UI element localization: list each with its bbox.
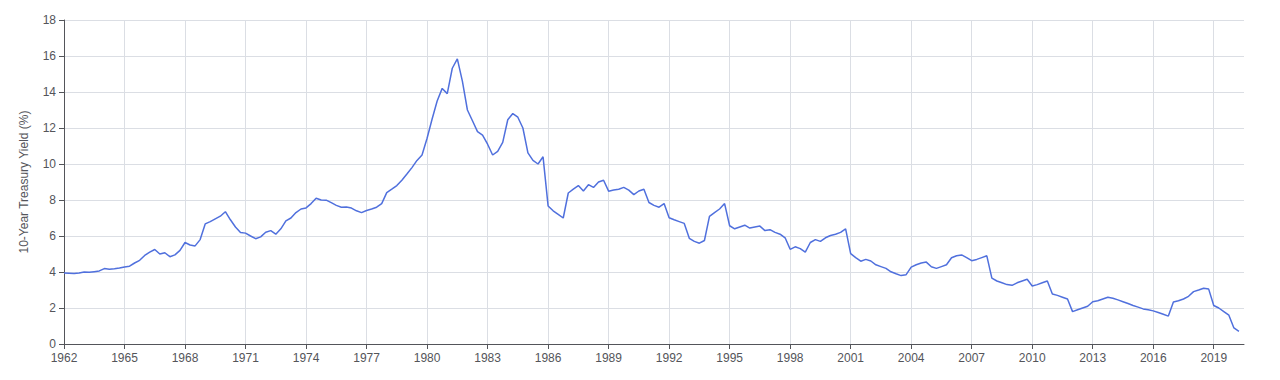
svg-text:1974: 1974 <box>293 351 320 365</box>
svg-text:1968: 1968 <box>172 351 199 365</box>
svg-text:2010: 2010 <box>1019 351 1046 365</box>
svg-text:1962: 1962 <box>51 351 78 365</box>
svg-text:2: 2 <box>49 301 56 315</box>
svg-text:1989: 1989 <box>595 351 622 365</box>
svg-text:1980: 1980 <box>414 351 441 365</box>
svg-text:14: 14 <box>43 85 57 99</box>
svg-text:1986: 1986 <box>535 351 562 365</box>
svg-text:2004: 2004 <box>898 351 925 365</box>
svg-text:10-Year Treasury Yield (%): 10-Year Treasury Yield (%) <box>17 111 31 254</box>
svg-text:1983: 1983 <box>474 351 501 365</box>
svg-text:2019: 2019 <box>1200 351 1227 365</box>
svg-text:8: 8 <box>49 193 56 207</box>
svg-text:12: 12 <box>43 121 57 135</box>
svg-text:1965: 1965 <box>111 351 138 365</box>
svg-text:2013: 2013 <box>1079 351 1106 365</box>
svg-text:10: 10 <box>43 157 57 171</box>
svg-text:1998: 1998 <box>777 351 804 365</box>
svg-text:1971: 1971 <box>232 351 259 365</box>
svg-text:2016: 2016 <box>1140 351 1167 365</box>
svg-text:0: 0 <box>49 337 56 351</box>
svg-text:2007: 2007 <box>958 351 985 365</box>
svg-text:18: 18 <box>43 13 57 27</box>
svg-text:2001: 2001 <box>837 351 864 365</box>
svg-text:16: 16 <box>43 49 57 63</box>
svg-text:6: 6 <box>49 229 56 243</box>
svg-text:1977: 1977 <box>353 351 380 365</box>
svg-text:1992: 1992 <box>656 351 683 365</box>
svg-text:4: 4 <box>49 265 56 279</box>
svg-text:1995: 1995 <box>716 351 743 365</box>
